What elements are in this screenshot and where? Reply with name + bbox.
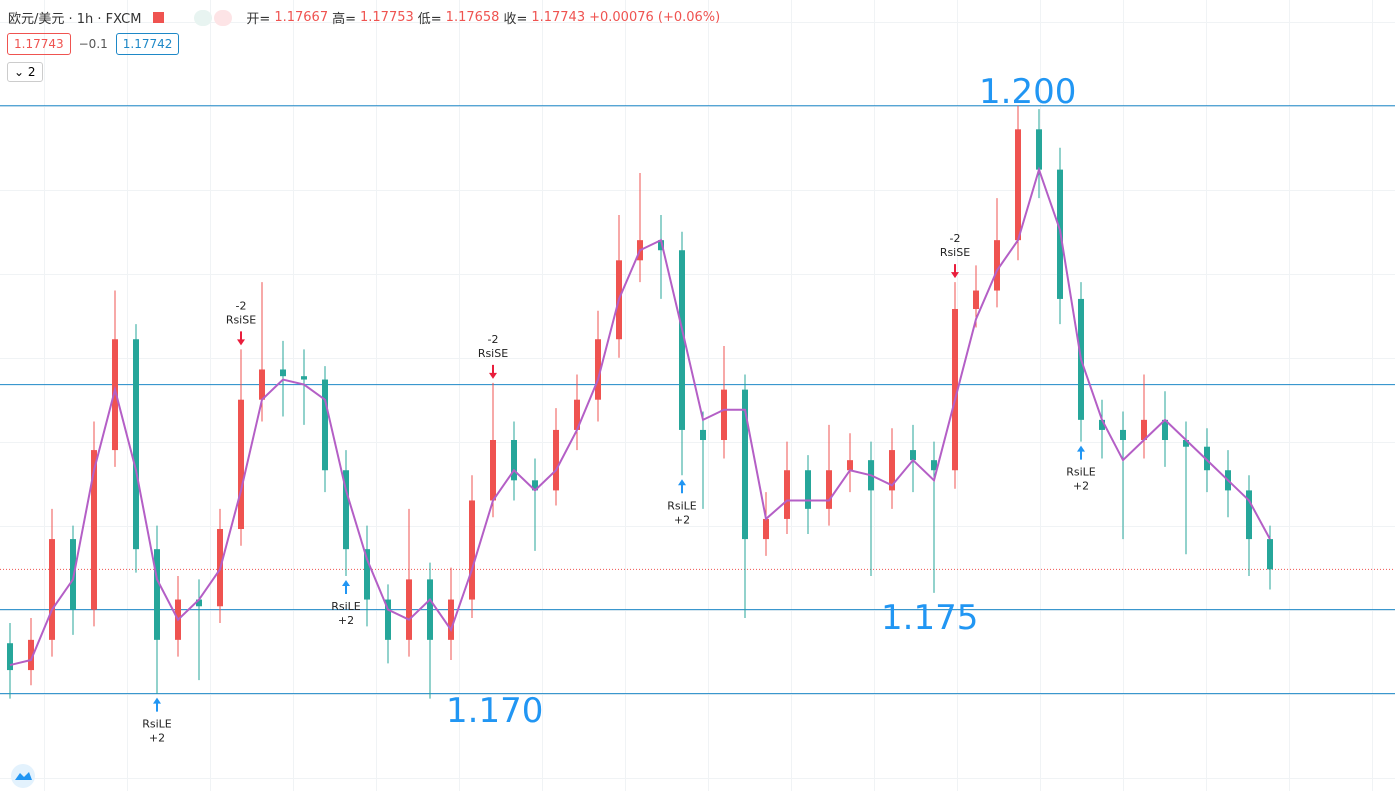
candle-body — [7, 643, 13, 671]
ohlc-value: 1.17667 — [274, 10, 329, 25]
candle-body — [91, 450, 97, 610]
candle-body — [49, 539, 55, 640]
spread: −0.1 — [78, 37, 108, 51]
flag — [153, 12, 165, 23]
candle-body — [238, 399, 244, 530]
annotation: 1.170 — [446, 691, 543, 731]
candle-body — [28, 639, 34, 671]
ma-line — [9, 166, 1271, 667]
annotation: 1.200 — [979, 72, 1076, 112]
ohlc-label: 开= — [246, 12, 271, 27]
candle-body — [112, 339, 118, 451]
candle-body — [1246, 490, 1252, 540]
candle-body — [427, 579, 433, 640]
candle-body — [742, 389, 748, 540]
candle-body — [322, 379, 328, 471]
symbol[interactable]: 欧元/美元 · 1h · FXCM — [8, 12, 142, 27]
change: +0.00076 (+0.06%) — [589, 10, 721, 25]
candle-body — [532, 480, 538, 491]
candle-body — [889, 450, 895, 491]
candle-body — [784, 470, 790, 519]
signal-qty: -2 — [488, 333, 499, 346]
signal-name: RsiLE — [331, 600, 361, 613]
candle-body — [343, 470, 349, 550]
sell-arrow — [237, 331, 245, 346]
buy-arrow — [678, 479, 686, 494]
annotation: 1.175 — [881, 598, 978, 638]
candle-body — [301, 376, 307, 380]
ohlc-value: 1.17743 — [531, 10, 586, 25]
signal-qty: +2 — [149, 732, 165, 745]
candle-body — [133, 339, 139, 550]
candle-body — [1015, 129, 1021, 241]
candle-body — [679, 250, 685, 430]
candle-body — [1120, 429, 1126, 441]
signal-qty: +2 — [674, 513, 690, 526]
candle-body — [1036, 129, 1042, 170]
buy-arrow — [153, 697, 161, 712]
candle-body — [469, 500, 475, 600]
sell-arrow — [489, 364, 497, 379]
candle-body — [1162, 419, 1168, 441]
signal-name: RsiSE — [478, 347, 508, 360]
candle-body — [931, 460, 937, 471]
signal-name: RsiLE — [667, 499, 697, 512]
ohlc-label: 低= — [417, 12, 442, 27]
candle-body — [364, 549, 370, 600]
collapse-count: 2 — [27, 65, 36, 79]
ohlc-label: 收= — [503, 12, 528, 27]
candle-body — [1267, 539, 1273, 570]
candle-body — [385, 599, 391, 640]
candle-body — [511, 440, 517, 481]
buy-arrow — [1077, 445, 1085, 460]
candle-body — [994, 240, 1000, 291]
candle-body — [154, 549, 160, 640]
logo — [11, 764, 35, 788]
candle-body — [406, 579, 412, 640]
ohlc-label: 高= — [332, 12, 356, 27]
status-icons — [194, 9, 233, 26]
legend-bar: 欧元/美元 · 1h · FXCM 开= 1.17667 高= 1.17753 低=… — [8, 8, 720, 27]
candle-body — [1204, 446, 1210, 471]
signal-name: RsiSE — [226, 313, 256, 326]
candle-body — [763, 518, 769, 540]
buy-arrow — [342, 580, 350, 595]
candle-body — [1099, 419, 1105, 430]
signal-qty: +2 — [1073, 480, 1089, 493]
ohlc-value: 1.17753 — [360, 10, 414, 25]
candle-body — [700, 429, 706, 441]
candle-body — [826, 470, 832, 509]
signal-name: RsiLE — [1066, 466, 1096, 479]
candle-body — [1183, 440, 1189, 447]
candle-body — [910, 450, 916, 461]
sell-button[interactable]: 1.17743 — [7, 33, 71, 55]
signal-name: RsiLE — [142, 718, 172, 731]
candle-body — [595, 339, 601, 400]
candle-body — [490, 440, 496, 501]
trade-buttons: 1.17743 −0.1 1.17742 — [7, 33, 180, 55]
signal-qty: -2 — [950, 232, 961, 245]
candle-body — [658, 240, 664, 251]
candle-body — [553, 429, 559, 491]
signal-name: RsiSE — [940, 246, 970, 259]
ohlc-value: 1.17658 — [445, 10, 500, 25]
signal-qty: +2 — [338, 614, 354, 627]
candle-body — [805, 470, 811, 509]
candle-body — [196, 599, 202, 607]
buy-button[interactable]: 1.17742 — [115, 33, 180, 55]
candle-body — [259, 369, 265, 400]
candle-body — [952, 309, 958, 471]
candle-body — [973, 290, 979, 310]
candle-body — [448, 599, 454, 640]
candle-body — [574, 399, 580, 430]
candle-body — [721, 389, 727, 441]
collapse-button[interactable]: ⌄ 2 — [7, 62, 43, 82]
sell-arrow — [951, 264, 959, 279]
candle-body — [847, 460, 853, 471]
signal-qty: -2 — [236, 299, 247, 312]
candle-body — [280, 369, 286, 377]
candle-body — [1141, 419, 1147, 441]
